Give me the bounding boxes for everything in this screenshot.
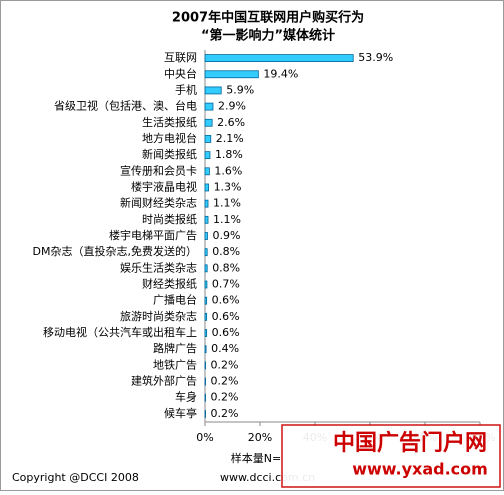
bar <box>204 118 213 127</box>
value-label: 5.9% <box>226 83 254 96</box>
value-label: 0.6% <box>212 310 240 323</box>
value-label: 0.9% <box>212 229 240 242</box>
y-tick-label: 中央台 <box>164 66 197 80</box>
y-tick-label: 旅游时尚类杂志 <box>120 309 197 323</box>
value-label: 0.7% <box>212 278 240 291</box>
y-tick-label: 时尚类报纸 <box>142 212 197 226</box>
bar <box>204 264 208 273</box>
value-label: 1.1% <box>213 213 241 226</box>
bar <box>204 70 259 79</box>
bar <box>204 248 208 257</box>
y-tick-label: 娱乐生活类杂志 <box>120 260 197 274</box>
y-tick-label: 楼宇电梯平面广告 <box>109 228 197 242</box>
y-tick-label: 新闻财经类杂志 <box>120 196 197 210</box>
y-tick-label: DM杂志（直投杂志,免费发送的） <box>33 244 197 258</box>
y-tick-label: 生活类报纸 <box>142 115 197 129</box>
value-label: 1.1% <box>213 197 241 210</box>
y-tick-label: 地铁广告 <box>153 358 197 371</box>
y-tick-label: 移动电视（公共汽车或出租车上 <box>43 325 197 339</box>
bar <box>204 215 209 224</box>
value-label: 2.9% <box>218 100 246 113</box>
y-tick-label: 宣传册和会员卡 <box>120 163 197 177</box>
copyright: Copyright @DCCI 2008 <box>12 471 139 484</box>
bar <box>204 329 208 337</box>
value-label: 0.6% <box>212 326 240 339</box>
value-label: 1.3% <box>214 180 242 193</box>
value-label: 1.8% <box>215 148 243 161</box>
value-label: 0.2% <box>211 407 239 420</box>
y-tick-label: 财经类报纸 <box>142 277 197 291</box>
y-tick-label: 手机 <box>175 82 197 96</box>
value-label: 2.1% <box>216 132 244 145</box>
bar <box>204 280 208 289</box>
watermark-box <box>281 424 501 488</box>
chart-title: 2007年中国互联网用户购买行为 <box>172 10 364 26</box>
bar <box>204 296 208 305</box>
bar <box>204 232 208 240</box>
x-tick-label: 0% <box>196 431 213 444</box>
bar <box>204 183 209 192</box>
value-label: 2.6% <box>217 116 245 129</box>
value-label: 0.8% <box>212 261 240 274</box>
y-tick-label: 省级卫视（包括港、澳、台电 <box>54 99 197 113</box>
bar <box>204 135 212 143</box>
bar <box>204 377 206 386</box>
y-tick-label: 路牌广告 <box>153 341 197 355</box>
value-label: 19.4% <box>263 67 298 80</box>
value-label: 0.2% <box>211 358 239 371</box>
chart-title: “第一影响力”媒体统计 <box>201 28 335 44</box>
value-label: 0.4% <box>211 342 239 355</box>
bar <box>204 86 222 95</box>
bar <box>204 151 211 160</box>
watermark-url: www.yxad.com <box>352 460 488 479</box>
value-label: 0.2% <box>211 391 239 404</box>
y-tick-label: 广播电台 <box>153 293 197 307</box>
bar <box>204 312 208 321</box>
x-tick-label: 20% <box>248 431 272 444</box>
y-tick-label: 候车亭 <box>164 406 197 420</box>
value-label: 1.6% <box>214 164 242 177</box>
sample-size: 样本量N= <box>231 451 281 465</box>
value-label: 0.2% <box>211 375 239 388</box>
y-tick-label: 楼宇液晶电视 <box>131 179 197 193</box>
value-label: 0.6% <box>212 294 240 307</box>
value-label: 53.9% <box>358 51 393 64</box>
value-label: 0.8% <box>212 245 240 258</box>
bar <box>204 345 207 354</box>
y-tick-label: 建筑外部广告 <box>131 374 197 388</box>
bar <box>204 54 354 62</box>
bar <box>204 361 206 370</box>
bar <box>204 102 214 111</box>
y-tick-label: 新闻类报纸 <box>142 147 197 161</box>
bar <box>204 167 210 176</box>
y-tick-label: 互联网 <box>164 51 197 64</box>
watermark-name: 中国广告门户网 <box>333 430 487 456</box>
bar <box>204 199 209 208</box>
y-tick-label: 车身 <box>175 390 197 404</box>
bar <box>204 410 206 418</box>
bar <box>204 393 206 402</box>
y-tick-label: 地方电视台 <box>142 131 197 145</box>
